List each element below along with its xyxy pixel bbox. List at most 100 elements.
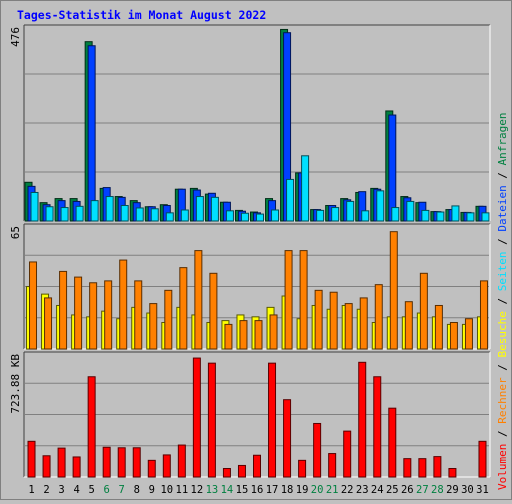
bar-seiten bbox=[120, 205, 129, 222]
x-tick-label: 2 bbox=[43, 484, 49, 496]
bar-rechner bbox=[29, 261, 38, 350]
bar-rechner bbox=[374, 284, 383, 350]
bar-volumen bbox=[27, 440, 36, 478]
y-axis-max-label: 65 bbox=[9, 226, 22, 239]
bar-dateien bbox=[87, 45, 96, 222]
bar-seiten bbox=[331, 207, 340, 222]
bar-seiten bbox=[105, 196, 114, 222]
bar-seiten bbox=[240, 212, 249, 222]
bar-volumen bbox=[313, 422, 322, 478]
bar-volumen bbox=[147, 459, 156, 478]
legend-entry: Anfragen bbox=[496, 112, 509, 165]
legend-separator: / bbox=[496, 165, 509, 185]
x-tick-label: 28 bbox=[431, 484, 444, 496]
bar-seiten bbox=[195, 196, 204, 222]
bar-volumen bbox=[72, 456, 81, 478]
x-tick-label: 29 bbox=[446, 484, 459, 496]
y-axis-max-label: 476 bbox=[9, 27, 22, 47]
bar-volumen bbox=[207, 362, 216, 478]
bar-volumen bbox=[132, 447, 141, 478]
bar-rechner bbox=[389, 231, 398, 350]
bar-seiten bbox=[60, 207, 69, 222]
bar-rechner bbox=[254, 320, 263, 350]
bar-seiten bbox=[256, 213, 264, 222]
bar-seiten bbox=[421, 209, 430, 222]
x-tick-label: 10 bbox=[160, 484, 173, 496]
x-tick-label: 11 bbox=[176, 484, 189, 496]
bar-rechner bbox=[314, 289, 323, 350]
x-tick-label: 23 bbox=[356, 484, 369, 496]
bar-seiten bbox=[90, 200, 99, 222]
legend-separator: / bbox=[496, 358, 509, 378]
bar-volumen bbox=[358, 361, 367, 478]
bar-seiten bbox=[391, 207, 400, 222]
bar-seiten bbox=[271, 209, 280, 222]
legend-entry: Rechner bbox=[496, 377, 509, 424]
bar-seiten bbox=[165, 212, 174, 222]
bar-seiten bbox=[346, 200, 355, 222]
bar-seiten bbox=[466, 212, 475, 222]
bar-seiten bbox=[45, 206, 54, 222]
bar-volumen bbox=[328, 453, 337, 478]
x-tick-label: 20 bbox=[311, 484, 324, 496]
bar-rechner bbox=[209, 272, 218, 350]
bar-dateien bbox=[388, 114, 397, 222]
y-axis-max-label: 723.88 KB bbox=[9, 354, 22, 414]
bar-seiten bbox=[301, 155, 310, 222]
x-tick-label: 17 bbox=[266, 484, 279, 496]
legend-separator: / bbox=[496, 291, 509, 311]
x-tick-label: 15 bbox=[236, 484, 249, 496]
bar-volumen bbox=[177, 444, 186, 478]
bar-volumen bbox=[162, 454, 171, 478]
bar-volumen bbox=[87, 376, 96, 478]
bar-volumen bbox=[403, 458, 412, 478]
bar-seiten bbox=[135, 207, 144, 222]
bar-volumen bbox=[433, 456, 442, 478]
bar-rechner bbox=[44, 297, 53, 350]
x-tick-label: 14 bbox=[221, 484, 234, 496]
bar-volumen bbox=[283, 399, 292, 478]
bar-rechner bbox=[284, 250, 293, 350]
bar-seiten bbox=[150, 208, 159, 222]
x-tick-label: 7 bbox=[119, 484, 125, 496]
x-tick-label: 6 bbox=[104, 484, 110, 496]
x-tick-label: 9 bbox=[149, 484, 155, 496]
bar-volumen bbox=[57, 447, 66, 478]
x-tick-label: 22 bbox=[341, 484, 354, 496]
bar-volumen bbox=[418, 458, 427, 478]
bar-rechner bbox=[344, 303, 353, 350]
bar-rechner bbox=[479, 280, 488, 350]
legend-entry: Volumen bbox=[496, 444, 509, 490]
legend-entry: Besuche bbox=[496, 311, 509, 357]
bar-rechner bbox=[194, 250, 203, 350]
bar-volumen bbox=[373, 376, 382, 478]
bar-seiten bbox=[30, 191, 39, 222]
x-tick-label: 4 bbox=[73, 484, 79, 496]
bar-rechner bbox=[59, 270, 68, 350]
bar-seiten bbox=[481, 212, 490, 222]
x-tick-label: 12 bbox=[191, 484, 204, 496]
bar-seiten bbox=[436, 211, 445, 222]
bar-rechner bbox=[329, 291, 338, 350]
x-tick-label: 30 bbox=[461, 484, 474, 496]
x-tick-label: 13 bbox=[206, 484, 219, 496]
x-tick-label: 19 bbox=[296, 484, 309, 496]
bar-rechner bbox=[299, 250, 308, 350]
x-tick-label: 8 bbox=[134, 484, 140, 496]
bar-rechner bbox=[149, 303, 158, 350]
bar-rechner bbox=[179, 267, 188, 350]
x-tick-label: 18 bbox=[281, 484, 294, 496]
bar-volumen bbox=[253, 454, 261, 478]
bar-rechner bbox=[419, 272, 428, 350]
bar-seiten bbox=[361, 210, 370, 222]
legend: Volumen / Rechner / Besuche / Seiten / D… bbox=[496, 112, 509, 490]
bar-volumen bbox=[42, 455, 51, 478]
x-tick-label: 3 bbox=[58, 484, 64, 496]
bar-volumen bbox=[237, 464, 246, 478]
bar-seiten bbox=[225, 210, 234, 222]
legend-separator: / bbox=[496, 232, 509, 252]
x-tick-label: 16 bbox=[251, 484, 264, 496]
bar-volumen bbox=[343, 430, 352, 478]
